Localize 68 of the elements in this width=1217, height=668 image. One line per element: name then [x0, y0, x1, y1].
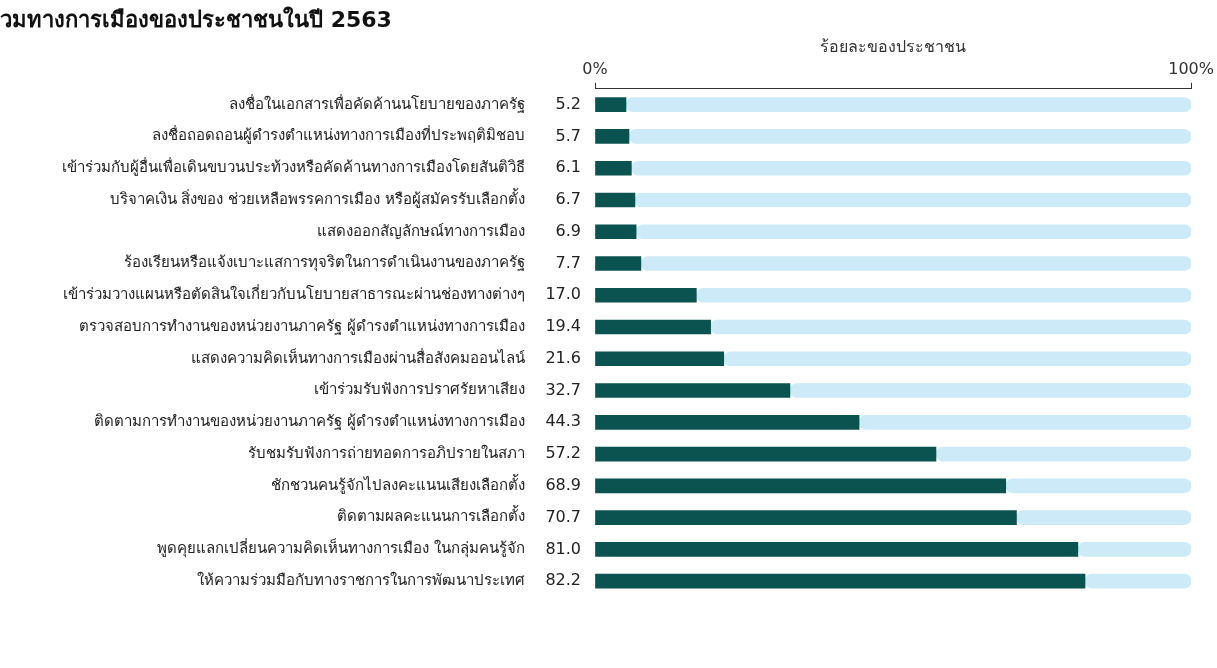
bar: [1084, 573, 1192, 589]
bar: [723, 351, 1192, 367]
bar: [595, 478, 1007, 494]
x-tick-label: 100%: [1168, 59, 1214, 79]
bar: [595, 542, 1079, 557]
y-tick-label: แสดงความคิดเห็นทางการเมืองผ่านสื่อสังคมออนไลน์: [191, 346, 525, 367]
bar: [595, 573, 1086, 589]
bar: [710, 319, 1192, 335]
data-label: 5.7: [555, 125, 581, 145]
bar: [595, 319, 711, 335]
bar: [595, 510, 1017, 525]
data-label: 6.7: [555, 189, 581, 209]
bar: [631, 160, 1192, 176]
y-tick-label: บริจาคเงิน สิ่งของ ช่วยเหลือพรรคการเมือง หรือผู้สมัครรับเลือกตั้ง: [109, 187, 525, 208]
data-label: 32.7: [545, 379, 581, 399]
bar: [696, 287, 1192, 303]
bar: [595, 383, 791, 398]
data-label: 44.3: [545, 411, 581, 431]
data-label: 19.4: [545, 316, 581, 336]
data-label: 57.2: [545, 443, 581, 463]
y-tick-label: รับชมรับฟังการถ่ายทอดการอภิปรายในสภา: [248, 443, 525, 462]
x-tick-label: 0%: [582, 59, 608, 79]
text: วมทางการเมืองของประชาชนในปี 2563: [0, 5, 392, 32]
data-label: 81.0: [545, 538, 581, 558]
data-label: 68.9: [545, 474, 581, 494]
bar: [635, 224, 1192, 240]
bar: [628, 129, 1192, 144]
y-tick-label: ให้ความร่วมมือกับทางราชการในการพัฒนาประเทศ: [197, 571, 525, 590]
data-label: 5.2: [555, 93, 581, 113]
y-tick-label: แสดงออกสัญลักษณ์ทางการเมือง: [317, 221, 525, 240]
bar: [640, 256, 1192, 271]
bar: [789, 383, 1192, 398]
bar: [595, 351, 725, 367]
y-tick-label: ลงชื่อถอดถอนผู้ดำรงตำแหน่งทางการเมืองที่ประพฤติมิชอบ: [152, 124, 525, 145]
y-tick-label: ชักชวนคนรู้จักไปลงคะแนนเสียงเลือกตั้ง: [271, 473, 525, 494]
y-tick-label: ติดตามผลคะแนนการเลือกตั้ง: [337, 505, 525, 526]
bar: [1077, 542, 1192, 557]
y-tick-label: เข้าร่วมกับผู้อื่นเพื่อเดินขบวนประท้วงหรือคัดค้านทางการเมืองโดยสันติวิธี: [62, 156, 525, 177]
data-label: 70.7: [545, 506, 581, 526]
data-label: 6.1: [555, 157, 581, 177]
bar: [595, 256, 642, 271]
bar: [595, 192, 636, 208]
bar: [595, 224, 637, 240]
y-tick-label: ติดตามการทำงานของหน่วยงานภาครัฐ ผู้ดำรงตำแหน่งทางการเมือง: [94, 412, 525, 431]
y-tick-label: ตรวจสอบการทำงานของหน่วยงานภาครัฐ ผู้ดำรงตำแหน่งทางการเมือง: [79, 316, 525, 335]
bar: [595, 160, 632, 176]
data-label: 21.6: [545, 347, 581, 367]
bar: [858, 414, 1192, 430]
bar: [595, 414, 860, 430]
data-label: 7.7: [555, 252, 581, 272]
y-tick-label: เข้าร่วมรับฟังการปราศรัยหาเสียง: [314, 380, 525, 399]
bar: [1005, 478, 1192, 494]
bar: [1016, 510, 1192, 525]
y-tick-label: ลงชื่อในเอกสารเพื่อคัดค้านนโยบายของภาครัฐ: [229, 92, 525, 113]
data-label: 6.9: [555, 220, 581, 240]
y-tick-label: เข้าร่วมวางแผนหรือตัดสินใจเกี่ยวกับนโยบายสาธารณะผ่านช่องทางต่างๆ: [63, 283, 525, 304]
bar: [935, 446, 1192, 462]
bar: [595, 287, 697, 303]
bar: [634, 192, 1192, 208]
data-label: 82.2: [545, 570, 581, 590]
y-tick-label: พูดคุยแลกเปลี่ยนความคิดเห็นทางการเมือง ในกลุ่มคนรู้จัก: [157, 537, 525, 559]
data-label: 17.0: [545, 284, 581, 304]
bar: [625, 97, 1192, 113]
y-tick-label: ร้องเรียนหรือแจ้งเบาะแสการทุจริตในการดำเนินงานของภาครัฐ: [124, 253, 525, 273]
bar: [595, 129, 630, 144]
bar: [595, 446, 937, 462]
x-axis-title: ร้อยละของประชาชน: [820, 37, 967, 57]
bar: [595, 97, 627, 113]
